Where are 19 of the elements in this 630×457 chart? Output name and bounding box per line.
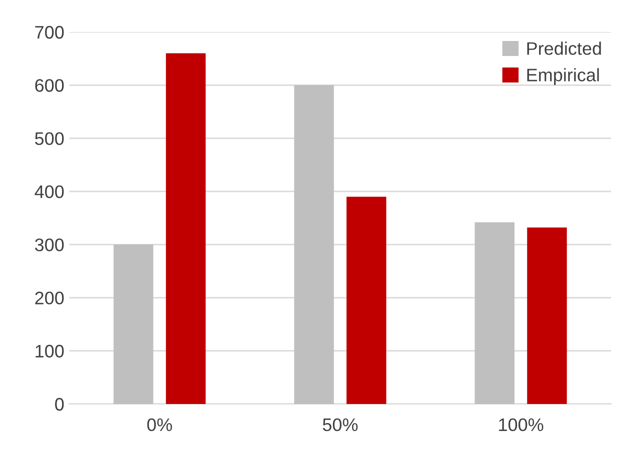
y-tick-label: 400 — [34, 185, 64, 198]
y-tick-label: 200 — [35, 292, 64, 304]
y-tick-label: 300 — [35, 238, 64, 252]
y-tick-label: 100 — [36, 344, 64, 358]
x-tick-label: 50% — [322, 418, 358, 432]
legend-label: Predicted — [527, 42, 601, 55]
y-tick-label: 700 — [35, 26, 64, 39]
x-tick-label: 0% — [147, 418, 172, 432]
y-tick-label: 500 — [35, 132, 64, 145]
legend-label: Empirical — [527, 68, 599, 85]
y-tick-label: 0 — [55, 398, 64, 411]
bar — [114, 244, 154, 404]
bar — [346, 196, 386, 404]
bar — [474, 222, 514, 404]
bar — [294, 85, 334, 404]
x-tick-label: 100% — [499, 418, 544, 432]
bar — [166, 53, 206, 404]
y-tick-label: 600 — [35, 79, 64, 92]
bar — [527, 228, 567, 404]
